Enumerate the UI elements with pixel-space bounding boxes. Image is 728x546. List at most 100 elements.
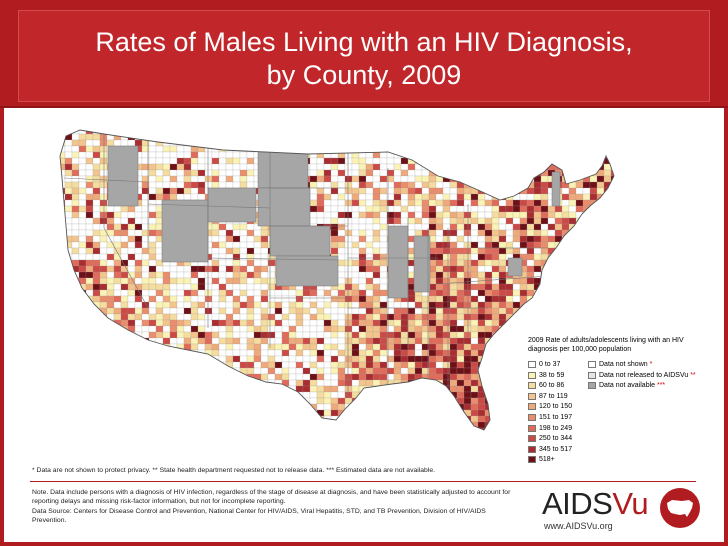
county-cell — [372, 133, 381, 141]
county-cell — [71, 211, 80, 219]
county-cell — [309, 151, 318, 159]
county-cell — [358, 259, 367, 267]
county-cell — [575, 325, 584, 333]
county-cell — [610, 295, 614, 303]
county-cell — [232, 415, 241, 423]
county-cell — [71, 373, 80, 381]
county-cell — [610, 130, 614, 135]
county-cell — [506, 434, 513, 440]
county-cell — [246, 421, 255, 429]
county-cell — [106, 379, 115, 387]
county-cell — [589, 325, 598, 333]
county-cell — [470, 259, 479, 267]
county-cell — [295, 343, 304, 351]
county-cell — [316, 367, 325, 375]
county-cell — [106, 235, 115, 243]
county-cell — [183, 289, 192, 297]
county-cell — [379, 175, 388, 183]
county-cell — [60, 379, 66, 387]
county-cell — [274, 319, 283, 327]
county-cell — [78, 295, 87, 303]
county-cell — [274, 415, 283, 423]
county-cell — [414, 301, 423, 309]
county-cell — [134, 421, 143, 429]
county-cell — [610, 229, 614, 237]
county-cell — [428, 313, 437, 321]
county-cell — [394, 434, 401, 440]
county-cell — [155, 169, 164, 177]
county-cell — [540, 217, 549, 225]
county-cell — [253, 301, 262, 309]
county-cell — [225, 379, 234, 387]
county-cell — [169, 169, 178, 177]
county-cell — [618, 254, 625, 260]
county-cell — [316, 391, 325, 399]
county-cell — [547, 283, 556, 291]
county-cell — [568, 193, 577, 201]
county-cell — [491, 379, 500, 387]
county-cell — [71, 169, 80, 177]
county-cell — [351, 355, 360, 363]
county-cell — [519, 427, 528, 430]
county-cell — [162, 427, 171, 430]
county-cell — [568, 283, 577, 291]
county-cell — [512, 397, 521, 405]
county-cell — [232, 175, 241, 183]
county-cell — [589, 241, 598, 249]
county-cell — [211, 163, 220, 171]
county-cell — [162, 271, 171, 279]
county-cell — [463, 373, 472, 381]
county-cell — [211, 169, 220, 177]
county-cell — [449, 229, 458, 237]
county-cell — [204, 415, 213, 423]
county-cell — [253, 313, 262, 321]
county-cell — [400, 373, 409, 381]
county-cell — [232, 427, 241, 430]
county-cell — [288, 367, 297, 375]
title-line-2: by County, 2009 — [266, 60, 462, 90]
county-cell — [512, 355, 521, 363]
county-cell — [197, 193, 206, 201]
county-cell — [211, 229, 220, 237]
county-cell — [540, 199, 549, 207]
county-cell — [618, 410, 625, 416]
county-cell — [330, 205, 339, 213]
county-cell — [603, 199, 612, 207]
county-cell — [211, 373, 220, 381]
county-cell — [596, 130, 605, 135]
county-cell — [435, 265, 444, 273]
county-cell — [512, 295, 521, 303]
county-cell — [568, 277, 577, 285]
county-cell — [274, 145, 283, 153]
county-cell — [477, 295, 486, 303]
county-cell — [358, 157, 367, 165]
county-cell — [470, 199, 479, 207]
county-cell — [176, 379, 185, 387]
county-cell — [365, 403, 374, 411]
county-cell — [337, 319, 346, 327]
county-cell — [449, 235, 458, 243]
county-cell — [421, 205, 430, 213]
county-cell — [561, 217, 570, 225]
county-cell — [582, 163, 591, 171]
county-cell — [470, 295, 479, 303]
county-cell — [225, 403, 234, 411]
county-cell — [344, 361, 353, 369]
county-cell — [428, 199, 437, 207]
county-cell — [183, 397, 192, 405]
county-cell — [190, 277, 199, 285]
county-cell — [323, 397, 332, 405]
county-cell — [330, 199, 339, 207]
county-cell — [99, 415, 108, 423]
county-cell — [470, 175, 479, 183]
county-cell — [589, 247, 598, 255]
county-cell — [526, 217, 535, 225]
county-cell — [330, 403, 339, 411]
county-cell — [183, 349, 192, 357]
county-cell — [162, 421, 171, 429]
county-cell — [64, 199, 73, 207]
county-cell — [316, 319, 325, 327]
county-cell — [337, 385, 346, 393]
county-cell — [64, 289, 73, 297]
county-cell — [610, 271, 614, 279]
